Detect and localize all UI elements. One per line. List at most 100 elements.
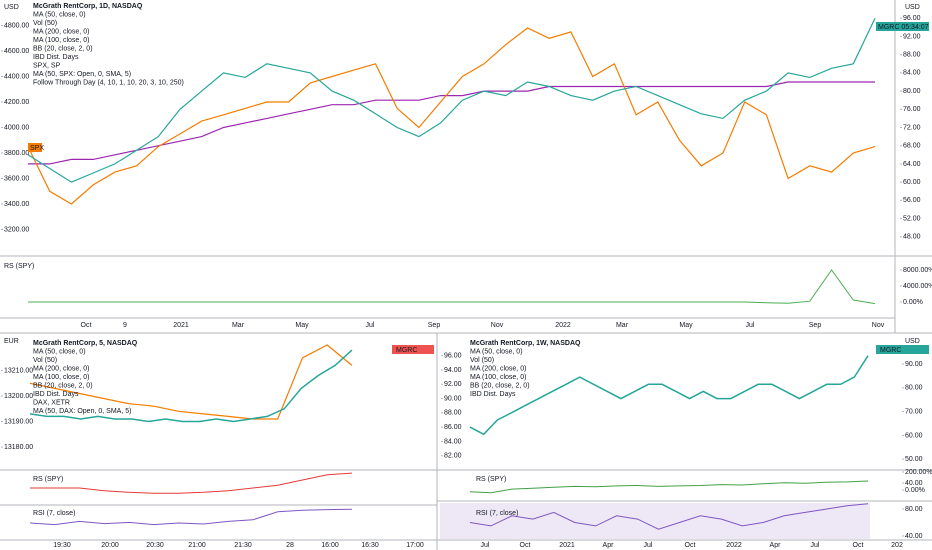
x-tick-label: 19:30	[53, 542, 71, 549]
x-tick-label: Mar	[232, 322, 245, 329]
y-tick-label: 4200.00	[4, 99, 29, 106]
y-tick-label: 40.00	[905, 533, 923, 540]
y-tick-label: 80.00	[903, 88, 921, 95]
x-tick-label: 28	[286, 542, 294, 549]
y-tick-label: 200.00%	[905, 469, 932, 476]
x-tick-label: Apr	[770, 542, 782, 549]
series-line	[28, 269, 876, 305]
price-badge	[876, 345, 929, 354]
legend-item: SPX, SP	[33, 62, 61, 69]
y-tick-label: 90.00	[444, 395, 462, 402]
panel-label: RS (SPY)	[4, 263, 34, 270]
y-tick-label: 88.00	[903, 51, 921, 58]
y-tick-label: 4000.00%	[903, 283, 932, 290]
x-tick-label: May	[679, 322, 693, 329]
legend-item: MA (50, SPX: Open, 0, SMA, 5)	[33, 71, 131, 78]
y-tick-label: 92.00	[903, 33, 921, 40]
rsi-band	[440, 503, 870, 539]
y-tick-label: 0.00%	[903, 299, 923, 306]
y-tick-label: 96.00	[444, 353, 462, 360]
y-tick-label: 60.00	[905, 432, 923, 439]
legend-item: MA (50, close, 0)	[470, 348, 523, 355]
y-tick-label: 92.00	[444, 381, 462, 388]
x-tick-label: May	[295, 322, 309, 329]
x-tick-label: Jul	[811, 542, 820, 549]
price-badge-text: MGRC	[880, 347, 901, 354]
x-tick-label: 20:30	[146, 542, 164, 549]
legend-item: McGrath RentCorp, 1W, NASDAQ	[470, 340, 581, 347]
y-tick-label: 60.00	[903, 179, 921, 186]
x-tick-label: 2021	[559, 542, 575, 549]
legend-item: McGrath RentCorp, 1D, NASDAQ	[33, 3, 143, 10]
x-tick-label: Jul	[481, 542, 490, 549]
x-tick-label: Jul	[644, 542, 653, 549]
y-tick-label: 13190.00	[4, 418, 33, 425]
legend-item: MA (100, close, 0)	[33, 37, 89, 44]
legend-item: BB (20, close, 2, 0)	[33, 45, 93, 52]
spx-badge	[28, 143, 42, 152]
y-tick-label: 84.00	[444, 438, 462, 445]
x-tick-label: Sep	[428, 322, 441, 329]
y-tick-label: 3600.00	[4, 175, 29, 182]
y-tick-label: 52.00	[903, 215, 921, 222]
x-tick-label: Nov	[491, 322, 504, 329]
legend-item: MA (200, close, 0)	[33, 365, 89, 372]
y-tick-label: 50.00	[905, 456, 923, 463]
panel-label: RS (SPY)	[476, 476, 506, 483]
legend-item: DAX, XETR	[33, 399, 70, 406]
y-tick-label: 76.00	[903, 106, 921, 113]
legend-item: MA (50, DAX: Open, 0, SMA, 5)	[33, 408, 131, 415]
panel-label: RS (SPY)	[33, 476, 63, 483]
y-tick-label: 13200.00	[4, 393, 33, 400]
legend-item: MA (200, close, 0)	[470, 365, 526, 372]
y-tick-label: 40.00	[905, 480, 923, 487]
x-tick-label: Jul	[746, 322, 755, 329]
x-tick-label: 2022	[555, 322, 571, 329]
axis-unit: USD	[4, 4, 19, 11]
y-tick-label: 68.00	[903, 143, 921, 150]
x-tick-label: Nov	[872, 322, 885, 329]
axis-unit: USD	[905, 338, 920, 345]
legend-item: Vol (50)	[470, 357, 494, 364]
x-tick-label: 2022	[726, 542, 742, 549]
axis-unit: EUR	[4, 338, 19, 345]
series-line	[27, 17, 876, 183]
axis-unit: USD	[905, 4, 920, 11]
y-tick-label: 48.00	[903, 234, 921, 241]
x-tick-label: 2021	[173, 322, 189, 329]
x-tick-label: Oct	[853, 542, 864, 549]
x-tick-label: 21:00	[188, 542, 206, 549]
x-tick-label: Apr	[603, 542, 615, 549]
legend-item: Vol (50)	[33, 20, 57, 27]
x-tick-label: 9	[123, 322, 127, 329]
price-badge	[876, 22, 929, 31]
legend-item: Follow Through Day (4, 10, 1, 10, 20, 3,…	[33, 79, 184, 86]
legend-item: BB (20, close, 2, 0)	[33, 382, 93, 389]
panel-label: RSI (7, close)	[476, 510, 518, 517]
series-line	[29, 349, 353, 423]
legend-item: MA (100, close, 0)	[33, 374, 89, 381]
series-line	[28, 81, 875, 165]
panel-label: RSI (7, close)	[33, 510, 75, 517]
y-tick-label: 72.00	[903, 124, 921, 131]
spx-badge-text: SPX	[30, 145, 44, 152]
legend-item: IBD Dist. Days	[33, 54, 79, 61]
x-tick-label: 21:30	[234, 542, 252, 549]
y-tick-label: 80.00	[905, 506, 923, 513]
y-tick-label: 94.00	[444, 367, 462, 374]
x-tick-label: Oct	[520, 542, 531, 549]
y-tick-label: 8000.00%	[903, 267, 932, 274]
legend-item: IBD Dist. Days	[33, 391, 79, 398]
y-tick-label: 80.00	[905, 385, 923, 392]
y-tick-label: 86.00	[444, 424, 462, 431]
x-tick-label: 16:00	[321, 542, 339, 549]
y-tick-label: 0.00%	[905, 487, 925, 494]
y-tick-label: 88.00	[444, 410, 462, 417]
legend-item: MA (200, close, 0)	[33, 28, 89, 35]
y-tick-label: 96.00	[903, 15, 921, 22]
y-tick-label: 4000.00	[4, 124, 29, 131]
x-tick-label: Sep	[809, 322, 822, 329]
x-tick-label: Mar	[616, 322, 629, 329]
